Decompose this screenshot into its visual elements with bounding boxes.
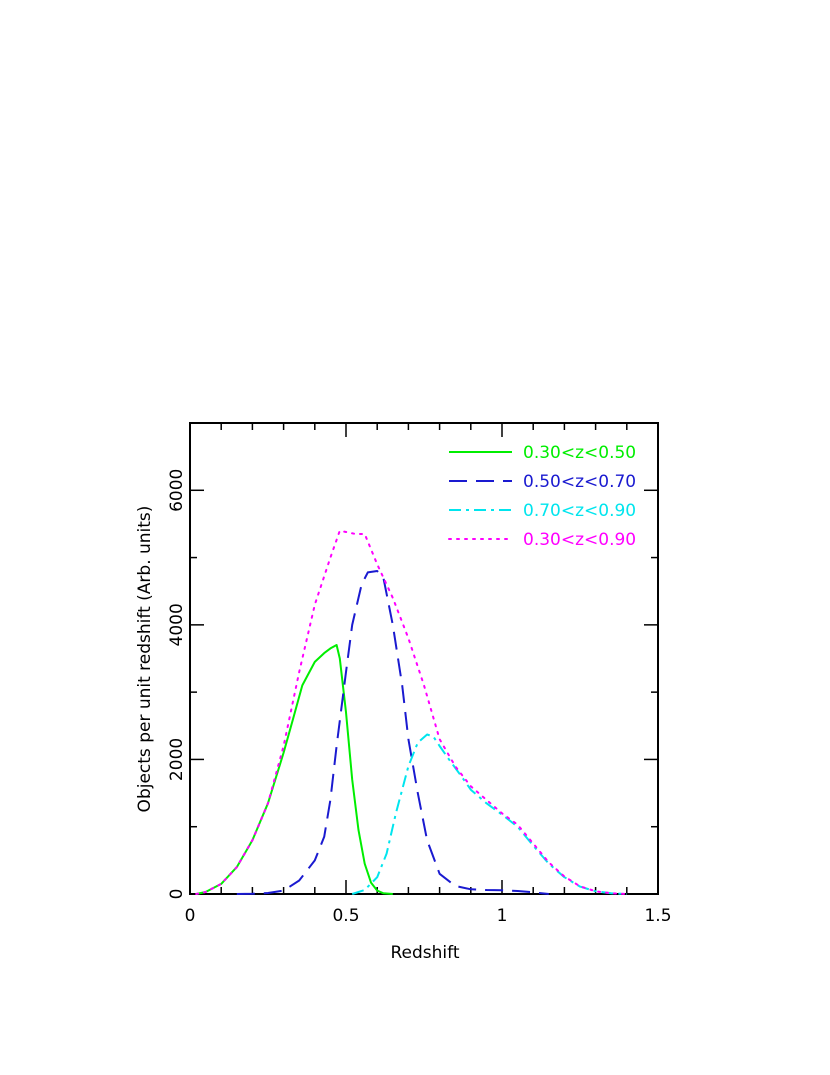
legend-label-2: 0.50<z<0.70 <box>523 472 636 492</box>
legend-label-1: 0.30<z<0.50 <box>523 443 636 463</box>
legend-label-3: 0.70<z<0.90 <box>523 501 636 521</box>
plot-frame <box>189 422 659 895</box>
series-line-4 <box>195 529 628 895</box>
axes-layer: 0 0.5 1 1.5 0 2000 4000 6000 <box>167 422 672 926</box>
x-tick-label: 0 <box>185 906 196 926</box>
series-layer <box>195 529 628 895</box>
y-axis-label: Objects per unit redshift (Arb. units) <box>135 506 155 813</box>
y-tick-label: 2000 <box>167 738 187 781</box>
y-tick-label: 6000 <box>167 469 187 512</box>
x-tick-label: 0.5 <box>332 906 359 926</box>
legend-label-4: 0.30<z<0.90 <box>523 530 636 550</box>
y-tick-label: 4000 <box>167 603 187 646</box>
x-tick-label: 1 <box>497 906 508 926</box>
x-tick-label: 1.5 <box>644 906 671 926</box>
legend: 0.30<z<0.50 0.50<z<0.70 0.70<z<0.90 0.30<z<… <box>448 443 636 550</box>
y-tick-label: 0 <box>167 889 187 900</box>
series-line-3 <box>351 733 627 895</box>
series-line-2 <box>236 570 549 895</box>
x-axis-label: Redshift <box>390 943 459 963</box>
series-line-1 <box>195 644 393 895</box>
